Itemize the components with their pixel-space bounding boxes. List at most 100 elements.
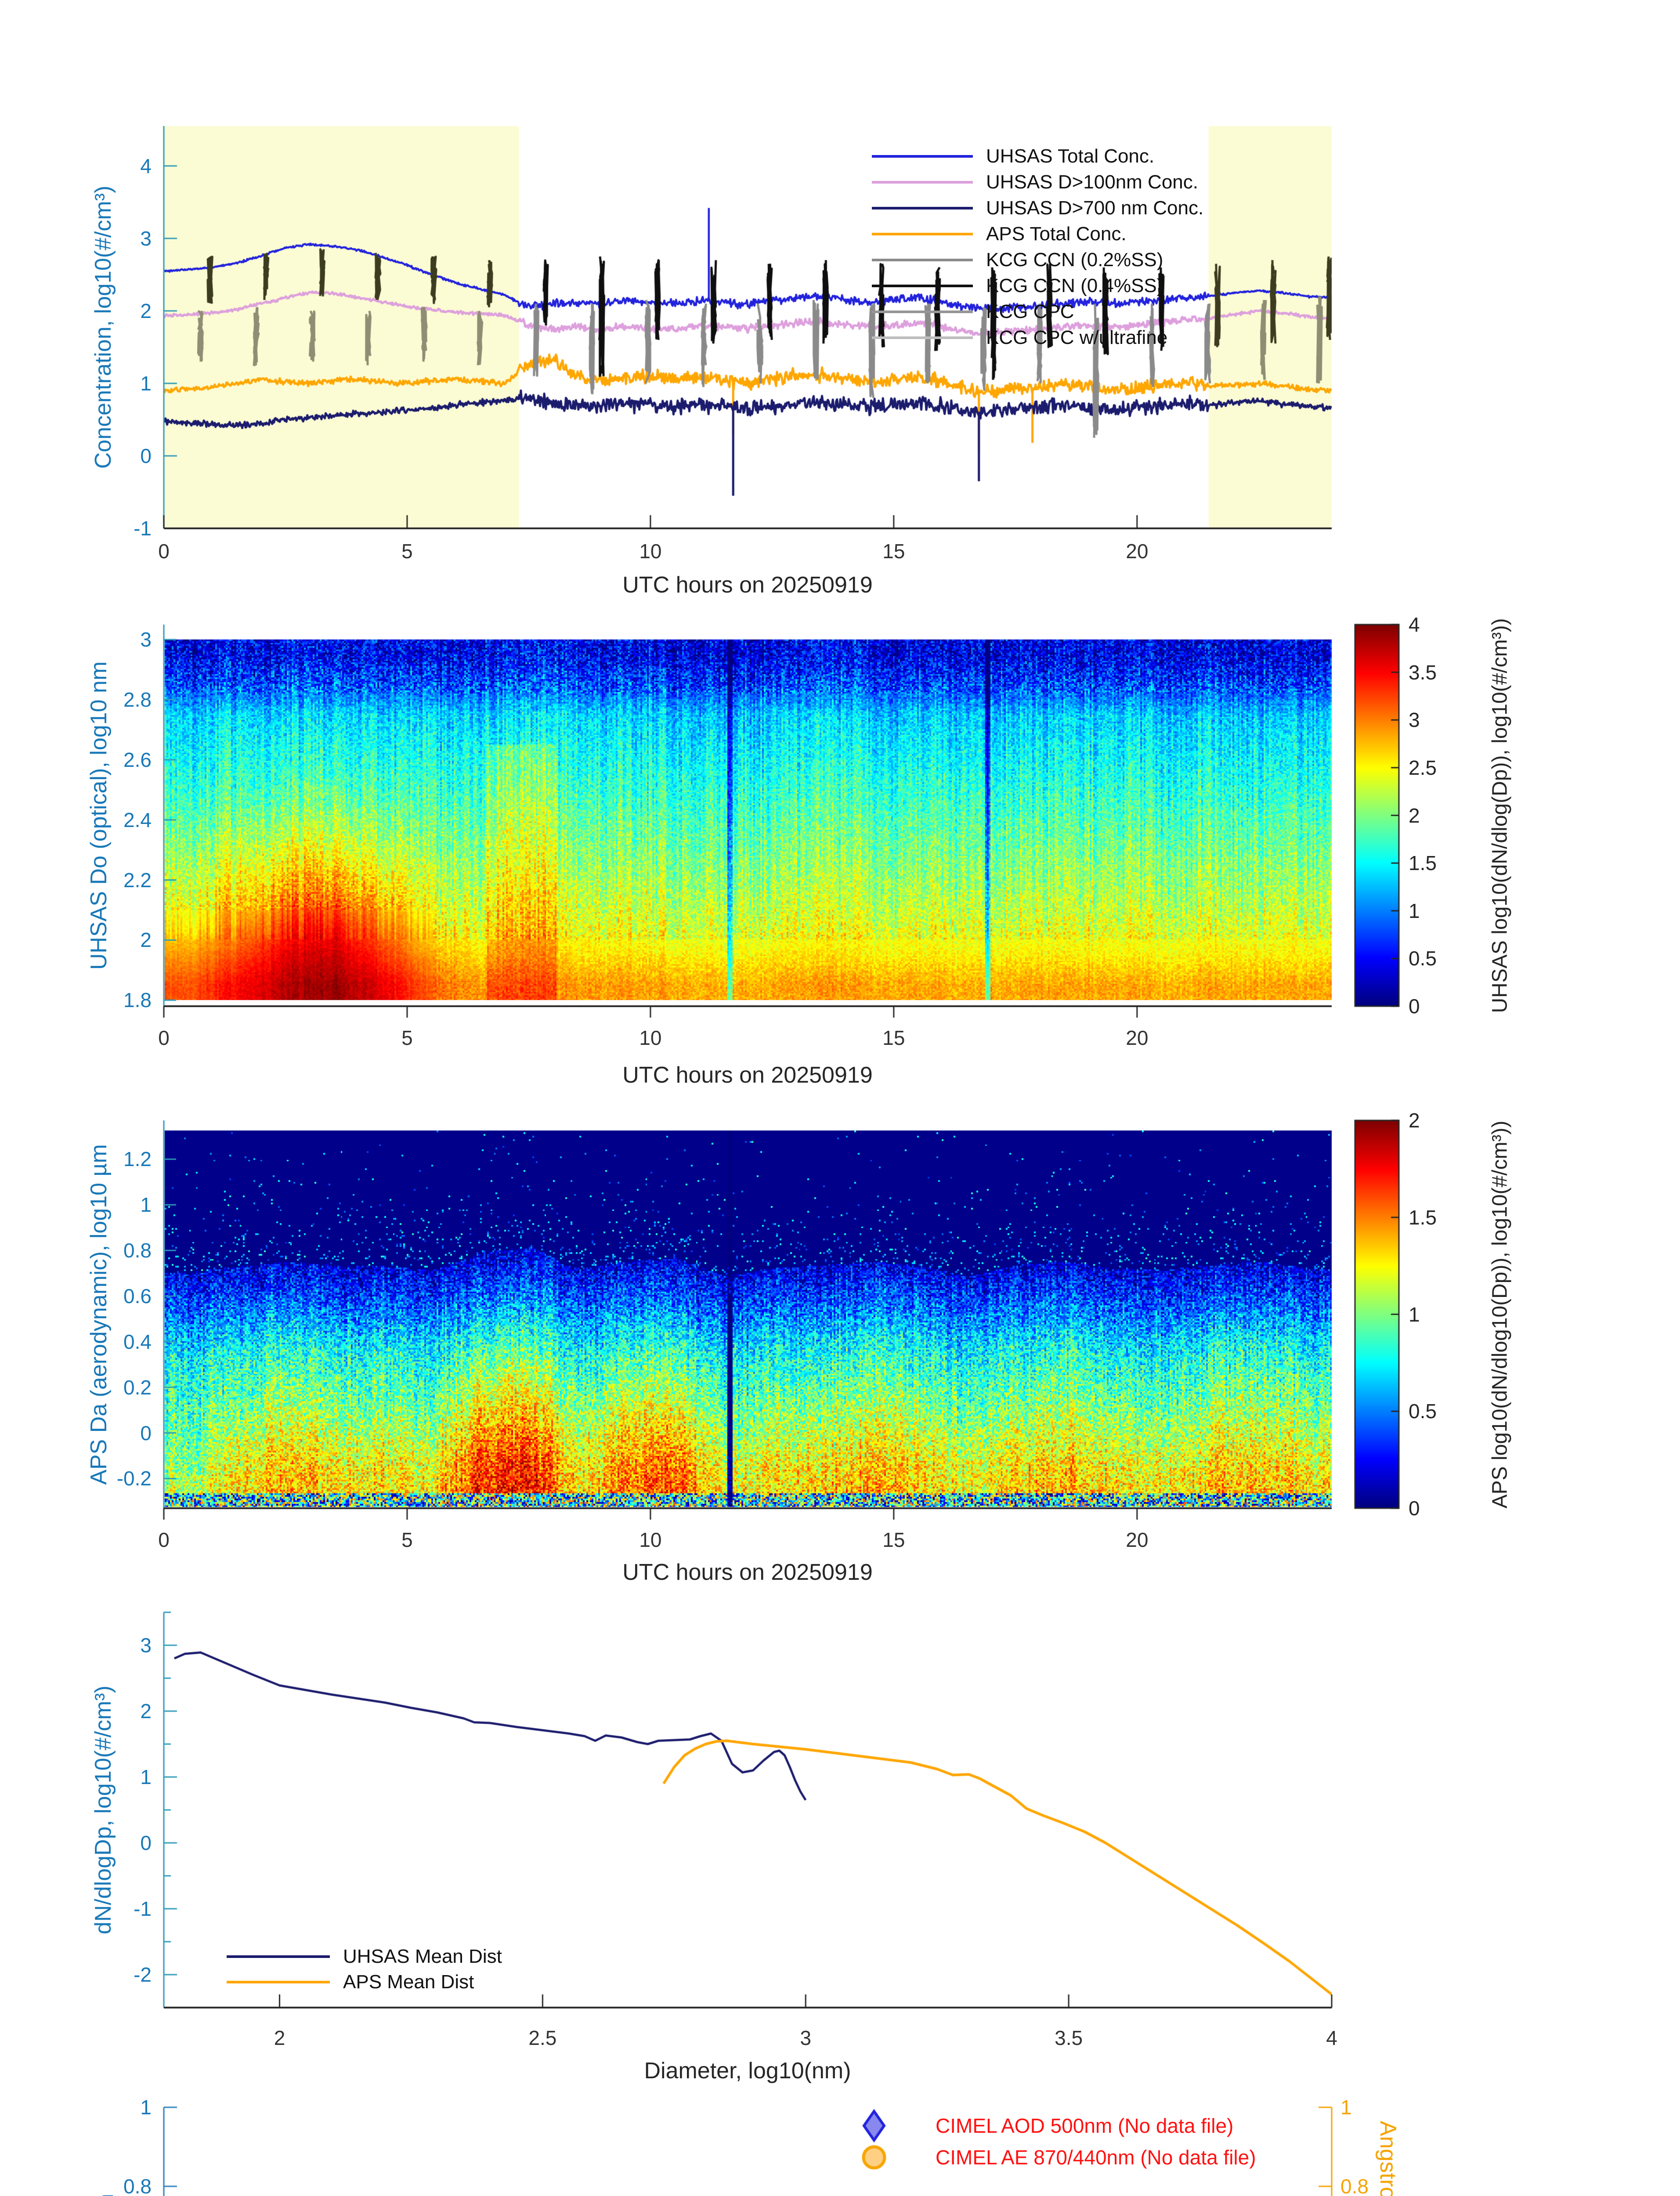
legend-entry-label: KCG CPC — [986, 300, 1074, 322]
p1-legend: UHSAS Total Conc. UHSAS D>100nm Conc. UHSA… — [872, 143, 1203, 350]
legend-entry-label: UHSAS D>700 nm Conc. — [986, 197, 1204, 219]
legend-line-swatch — [872, 284, 973, 287]
tick-label: 0 — [140, 1831, 152, 1854]
legend-entry-label: UHSAS D>100nm Conc. — [986, 171, 1198, 193]
tick-label: 2 — [140, 1700, 152, 1723]
p5-legend-label: CIMEL AE 870/440nm (No data file) — [936, 2146, 1256, 2169]
tick-label: 20 — [1126, 540, 1149, 563]
p2-xlabel: UTC hours on 20250919 — [622, 1062, 873, 1088]
tick-label: 0 — [1409, 1497, 1420, 1520]
tick-label: 1.2 — [123, 1148, 152, 1171]
tick-label: 0.4 — [123, 1330, 152, 1353]
tick-label: 1 — [1409, 899, 1420, 922]
legend-entry: KCG CCN (0.2%SS) — [872, 247, 1203, 273]
legend-entry-label: KCG CPC w/ultrafine — [986, 326, 1168, 348]
tick-label: 1 — [140, 1193, 152, 1217]
tick-label: 0 — [140, 1421, 152, 1445]
tick-label: 4 — [1409, 613, 1420, 636]
p5-ylabel-left: Aerosol Optical Depth — [92, 2194, 119, 2196]
tick-label: 5 — [401, 1026, 413, 1049]
p3-xlabel: UTC hours on 20250919 — [622, 1560, 873, 1585]
tick-label: 3.5 — [1409, 661, 1437, 684]
tick-label: 3 — [140, 628, 152, 651]
p5-ylabel-right: Angstrom Exponent (870nm/440nm) — [1375, 2121, 1401, 2196]
tick-label: 2.6 — [123, 748, 152, 771]
tick-label: 2 — [1409, 1109, 1420, 1132]
legend-entry-label: APS Mean Dist — [343, 1971, 474, 1993]
legend-line-swatch — [227, 1955, 330, 1958]
p1-ylabel: Concentration, log10(#/cm³) — [90, 185, 116, 469]
tick-label: 1 — [1409, 1303, 1420, 1326]
tick-label: 3 — [140, 227, 152, 250]
tick-label: 0.8 — [123, 1239, 152, 1262]
tick-label: 0 — [158, 1026, 170, 1049]
legend-entry-label: APS Total Conc. — [986, 223, 1127, 245]
tick-label: 1.5 — [1409, 852, 1437, 875]
tick-label: 0.8 — [1340, 2175, 1369, 2196]
legend-entry: KCG CPC — [872, 299, 1203, 325]
tick-label: 0.2 — [123, 1376, 152, 1399]
tick-label: 2 — [140, 928, 152, 952]
tick-label: 2 — [274, 2026, 285, 2049]
tick-label: 4 — [1326, 2026, 1337, 2049]
tick-label: 2.5 — [1409, 756, 1437, 779]
p4-legend: UHSAS Mean Dist APS Mean Dist — [227, 1944, 502, 1995]
legend-entry: UHSAS D>700 nm Conc. — [872, 195, 1203, 221]
tick-label: 1.8 — [123, 989, 152, 1012]
legend-line-swatch — [872, 336, 973, 339]
tick-label: 4 — [140, 154, 152, 177]
tick-label: 5 — [401, 1528, 413, 1551]
tick-label: 20 — [1126, 1528, 1149, 1551]
tick-label: 3.5 — [1055, 2026, 1083, 2049]
tick-label: 15 — [882, 1026, 905, 1049]
legend-line-swatch — [872, 310, 973, 313]
tick-label: 0.8 — [123, 2175, 152, 2196]
p4-ylabel: dN/dlogDp, log10(#/cm³) — [90, 1685, 116, 1935]
tick-label: 2.2 — [123, 868, 152, 892]
tick-label: 1 — [1340, 2096, 1352, 2119]
tick-label: -1 — [134, 517, 152, 540]
legend-entry: APS Mean Dist — [227, 1969, 502, 1995]
tick-label: 15 — [882, 540, 905, 563]
tick-label: 0.5 — [1409, 1400, 1437, 1423]
legend-entry-label: UHSAS Mean Dist — [343, 1946, 502, 1967]
tick-label: 1.5 — [1409, 1206, 1437, 1229]
tick-label: -2 — [134, 1963, 152, 1986]
tick-label: 0.5 — [1409, 947, 1437, 970]
tick-label: 10 — [639, 1528, 662, 1551]
legend-line-swatch — [872, 206, 973, 209]
legend-entry: UHSAS Total Conc. — [872, 143, 1203, 169]
tick-label: 3 — [1409, 708, 1420, 732]
p1-xlabel: UTC hours on 20250919 — [622, 572, 873, 598]
tick-label: 1 — [140, 1766, 152, 1788]
legend-entry-label: KCG CCN (0.4%SS) — [986, 274, 1163, 296]
p2-ylabel: UHSAS Do (optical), log10 nm — [86, 661, 112, 970]
tick-label: 3 — [800, 2026, 812, 2049]
p3-ylabel: APS Da (aerodynamic), log10 µm — [86, 1144, 112, 1485]
tick-label: 0 — [1409, 995, 1420, 1018]
tick-label: 10 — [639, 1026, 662, 1049]
tick-label: 15 — [882, 1528, 905, 1551]
legend-line-swatch — [872, 155, 973, 158]
legend-entry-label: UHSAS Total Conc. — [986, 145, 1155, 167]
legend-entry-label: KCG CCN (0.2%SS) — [986, 249, 1163, 271]
legend-entry: KCG CCN (0.4%SS) — [872, 273, 1203, 299]
tick-label: 1 — [140, 372, 152, 395]
tick-label: 2.4 — [123, 808, 152, 831]
tick-label: 1 — [140, 2096, 152, 2119]
uhsas-colorbar-label: UHSAS log10(dN/dlog(Dp)), log10(#/cm³)) — [1488, 618, 1512, 1013]
legend-line-swatch — [227, 1981, 330, 1983]
tick-label: 10 — [639, 540, 662, 563]
tick-label: 2 — [1409, 804, 1420, 827]
legend-entry: UHSAS Mean Dist — [227, 1944, 502, 1969]
tick-label: 2 — [140, 299, 152, 322]
tick-label: 0 — [158, 1528, 170, 1551]
tick-label: 5 — [401, 540, 413, 563]
legend-line-swatch — [872, 232, 973, 235]
legend-line-swatch — [872, 258, 973, 261]
tick-label: 0 — [158, 540, 170, 563]
tick-label: 2.8 — [123, 688, 152, 712]
tick-label: 3 — [140, 1634, 152, 1657]
tick-label: 20 — [1126, 1026, 1149, 1049]
